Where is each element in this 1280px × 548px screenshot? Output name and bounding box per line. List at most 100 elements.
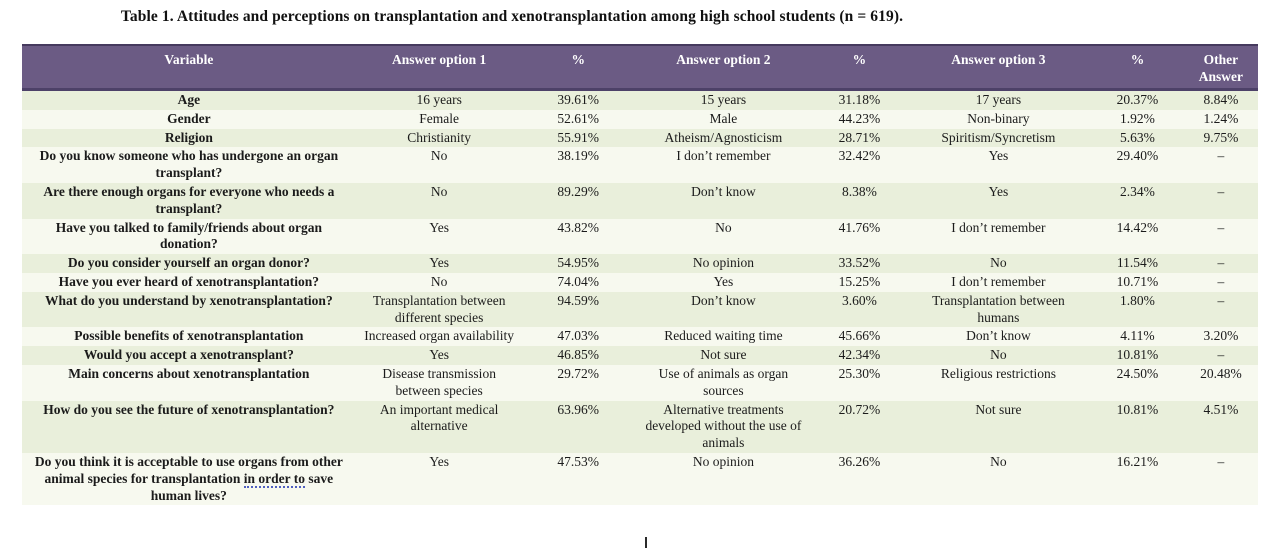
value-cell: 16.21% <box>1091 452 1184 506</box>
value-cell: – <box>1183 452 1258 506</box>
value-cell: Female <box>355 109 523 129</box>
table-header-row: Variable Answer option 1 % Answer option… <box>22 44 1258 91</box>
value-cell: Yes <box>355 346 523 365</box>
value-cell: Use of animals as organ sources <box>633 364 814 401</box>
grammar-suggestion-underline[interactable]: in order to <box>243 470 306 488</box>
value-cell: 54.95% <box>522 254 634 273</box>
value-cell: 74.04% <box>522 272 634 292</box>
table-row: Main concerns about xenotransplantation D… <box>22 364 1258 401</box>
variable-cell: Have you talked to family/friends about … <box>22 218 356 255</box>
value-cell: 46.85% <box>522 346 634 365</box>
value-cell: No opinion <box>633 452 814 506</box>
table-row: Have you talked to family/friends about … <box>22 218 1258 255</box>
variable-cell: Gender <box>22 109 356 129</box>
value-cell: No <box>355 147 523 183</box>
value-cell: 36.26% <box>813 452 906 506</box>
value-cell: Don’t know <box>633 291 814 328</box>
value-cell: – <box>1183 147 1258 183</box>
value-cell: 47.53% <box>522 452 634 506</box>
value-cell: 94.59% <box>522 291 634 328</box>
variable-cell: Religion <box>22 128 356 148</box>
value-cell: I don’t remember <box>633 147 814 183</box>
value-cell: No opinion <box>633 254 814 273</box>
value-cell: Spiritism/Syncretism <box>905 128 1092 148</box>
column-header-other-answer: Other Answer <box>1183 44 1258 91</box>
value-cell: 15 years <box>633 87 814 110</box>
value-cell: – <box>1183 346 1258 365</box>
value-cell: Don’t know <box>905 327 1092 347</box>
table-row: Do you know someone who has undergone an… <box>22 147 1258 183</box>
value-cell: An important medical alternative <box>355 400 523 453</box>
table-row: Have you ever heard of xenotransplantati… <box>22 272 1258 292</box>
variable-cell: Possible benefits of xenotransplantation <box>22 327 356 347</box>
value-cell: 33.52% <box>813 254 906 273</box>
value-cell: – <box>1183 272 1258 292</box>
value-cell: No <box>905 346 1092 365</box>
table-body: Age 16 years 39.61% 15 years 31.18% 17 years 2… <box>22 87 1258 506</box>
value-cell: Not sure <box>905 400 1092 453</box>
value-cell: 32.42% <box>813 147 906 183</box>
value-cell: 14.42% <box>1091 218 1184 255</box>
value-cell: 24.50% <box>1091 364 1184 401</box>
value-cell: Not sure <box>633 346 814 365</box>
table-row: How do you see the future of xenotranspl… <box>22 400 1258 453</box>
value-cell: 11.54% <box>1091 254 1184 273</box>
value-cell: 8.38% <box>813 182 906 219</box>
value-cell: 10.81% <box>1091 346 1184 365</box>
value-cell: Transplantation between humans <box>905 291 1092 328</box>
value-cell: 42.34% <box>813 346 906 365</box>
value-cell: – <box>1183 291 1258 328</box>
column-header-answer-option-2: Answer option 2 <box>633 44 814 91</box>
value-cell: No <box>633 218 814 255</box>
value-cell: Christianity <box>355 128 523 148</box>
value-cell: I don’t remember <box>905 218 1092 255</box>
value-cell: Yes <box>355 452 523 506</box>
value-cell: 44.23% <box>813 109 906 129</box>
table-row: What do you understand by xenotransplant… <box>22 291 1258 328</box>
value-cell: No <box>355 182 523 219</box>
value-cell: 5.63% <box>1091 128 1184 148</box>
value-cell: Yes <box>633 272 814 292</box>
value-cell: 3.60% <box>813 291 906 328</box>
variable-cell: Main concerns about xenotransplantation <box>22 364 356 401</box>
value-cell: 1.92% <box>1091 109 1184 129</box>
table-row: Gender Female 52.61% Male 44.23% Non-binary 1.… <box>22 109 1258 129</box>
variable-cell: What do you understand by xenotransplant… <box>22 291 356 328</box>
value-cell: Atheism/Agnosticism <box>633 128 814 148</box>
value-cell: – <box>1183 182 1258 219</box>
table-row: Are there enough organs for everyone who… <box>22 182 1258 219</box>
value-cell: 29.72% <box>522 364 634 401</box>
variable-cell: Would you accept a xenotransplant? <box>22 346 356 365</box>
value-cell: 39.61% <box>522 87 634 110</box>
value-cell: 52.61% <box>522 109 634 129</box>
table-caption: Table 1. Attitudes and perceptions on tr… <box>120 8 904 25</box>
table-row: Do you consider yourself an organ donor?… <box>22 254 1258 273</box>
column-header-percent-1: % <box>522 44 634 91</box>
value-cell: 15.25% <box>813 272 906 292</box>
value-cell: 31.18% <box>813 87 906 110</box>
value-cell: 25.30% <box>813 364 906 401</box>
value-cell: 55.91% <box>522 128 634 148</box>
value-cell: I don’t remember <box>905 272 1092 292</box>
value-cell: 4.51% <box>1183 400 1258 453</box>
value-cell: 9.75% <box>1183 128 1258 148</box>
value-cell: 29.40% <box>1091 147 1184 183</box>
value-cell: 28.71% <box>813 128 906 148</box>
value-cell: 4.11% <box>1091 327 1184 347</box>
value-cell: Don’t know <box>633 182 814 219</box>
value-cell: No <box>905 254 1092 273</box>
variable-cell: How do you see the future of xenotranspl… <box>22 400 356 453</box>
value-cell: 89.29% <box>522 182 634 219</box>
value-cell: Yes <box>905 182 1092 219</box>
value-cell: 20.48% <box>1183 364 1258 401</box>
value-cell: Yes <box>905 147 1092 183</box>
value-cell: 16 years <box>355 87 523 110</box>
value-cell: 1.24% <box>1183 109 1258 129</box>
variable-cell: Age <box>22 87 356 110</box>
value-cell: 63.96% <box>522 400 634 453</box>
value-cell: 17 years <box>905 87 1092 110</box>
value-cell: 47.03% <box>522 327 634 347</box>
value-cell: 10.81% <box>1091 400 1184 453</box>
value-cell: 41.76% <box>813 218 906 255</box>
value-cell: Non-binary <box>905 109 1092 129</box>
